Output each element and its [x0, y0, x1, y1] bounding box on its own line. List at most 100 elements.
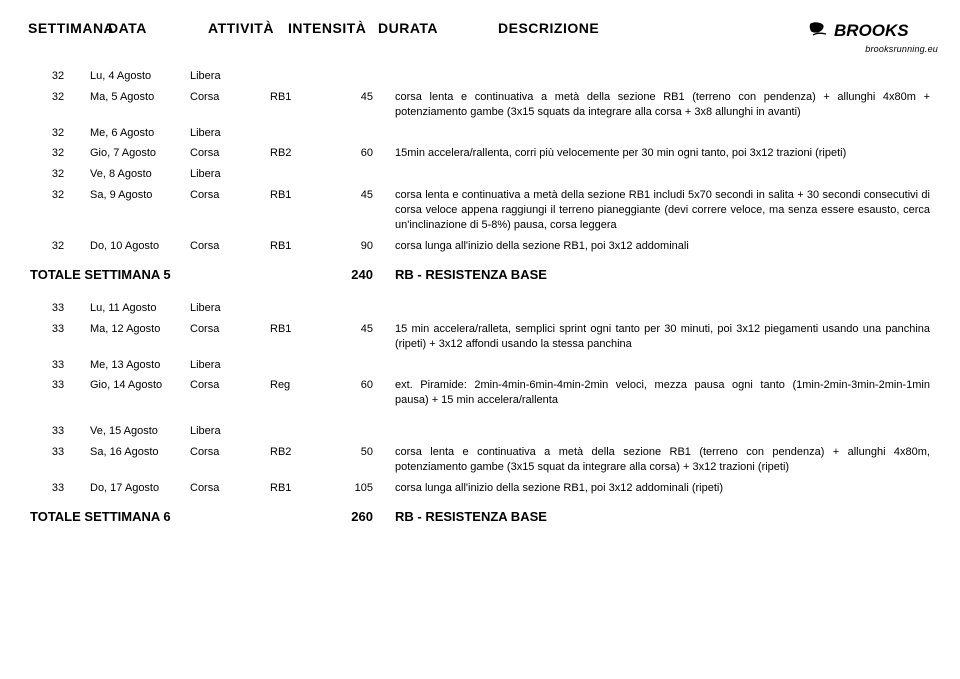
cell-week: 33 — [28, 319, 88, 355]
cell-intensity: RB2 — [268, 143, 338, 164]
cell-activity: Corsa — [188, 442, 268, 478]
cell-date: Sa, 9 Agosto — [88, 185, 188, 236]
cell-activity: Corsa — [188, 87, 268, 123]
cell-week: 33 — [28, 478, 88, 499]
cell-date: Ma, 5 Agosto — [88, 87, 188, 123]
summary-desc: RB - RESISTENZA BASE — [393, 256, 932, 298]
cell-description: 15min accelera/rallenta, corri più veloc… — [393, 143, 932, 164]
cell-date: Do, 10 Agosto — [88, 236, 188, 257]
training-table: 32Lu, 4 AgostoLibera32Ma, 5 AgostoCorsaR… — [28, 66, 932, 540]
table-row: 32Me, 6 AgostoLibera — [28, 123, 932, 144]
cell-week: 33 — [28, 298, 88, 319]
cell-intensity: RB1 — [268, 319, 338, 355]
cell-activity: Corsa — [188, 375, 268, 411]
cell-activity: Libera — [188, 355, 268, 376]
cell-week: 33 — [28, 442, 88, 478]
cell-week: 32 — [28, 66, 88, 87]
cell-duration: 45 — [338, 87, 393, 123]
cell-week: 32 — [28, 185, 88, 236]
table-row: 32Do, 10 AgostoCorsaRB190corsa lunga all… — [28, 236, 932, 257]
cell-date: Gio, 14 Agosto — [88, 375, 188, 411]
cell-duration: 90 — [338, 236, 393, 257]
cell-date: Sa, 16 Agosto — [88, 442, 188, 478]
cell-description — [393, 355, 932, 376]
cell-duration: 45 — [338, 185, 393, 236]
summary-row: TOTALE SETTIMANA 5 240 RB - RESISTENZA B… — [28, 256, 932, 298]
cell-description: corsa lenta e continuativa a metà della … — [393, 442, 932, 478]
cell-activity: Corsa — [188, 143, 268, 164]
cell-activity: Corsa — [188, 319, 268, 355]
cell-week: 32 — [28, 143, 88, 164]
summary-desc: RB - RESISTENZA BASE — [393, 498, 932, 540]
summary-label: TOTALE SETTIMANA 5 — [28, 256, 268, 298]
cell-duration: 50 — [338, 442, 393, 478]
brooks-logo-icon: BROOKS — [808, 20, 938, 40]
cell-activity: Libera — [188, 298, 268, 319]
cell-description: ext. Piramide: 2min-4min-6min-4min-2min … — [393, 375, 932, 411]
cell-activity: Libera — [188, 164, 268, 185]
cell-description — [393, 298, 932, 319]
table-row: 33Gio, 14 AgostoCorsaReg60ext. Piramide:… — [28, 375, 932, 411]
cell-description: corsa lenta e continuativa a metà della … — [393, 87, 932, 123]
cell-activity: Libera — [188, 123, 268, 144]
cell-week: 33 — [28, 355, 88, 376]
cell-week: 33 — [28, 375, 88, 411]
cell-activity: Libera — [188, 66, 268, 87]
summary-duration: 240 — [338, 256, 393, 298]
cell-duration — [338, 421, 393, 442]
cell-date: Ve, 8 Agosto — [88, 164, 188, 185]
cell-duration: 60 — [338, 143, 393, 164]
col-intensita: INTENSITÀ — [288, 20, 378, 36]
header-row: SETTIMANA DATA ATTIVITÀ INTENSITÀ DURATA… — [28, 20, 932, 54]
table-row: 33Do, 17 AgostoCorsaRB1105corsa lunga al… — [28, 478, 932, 499]
cell-date: Ma, 12 Agosto — [88, 319, 188, 355]
col-data: DATA — [108, 20, 208, 36]
table-row: 32Sa, 9 AgostoCorsaRB145corsa lenta e co… — [28, 185, 932, 236]
cell-date: Ve, 15 Agosto — [88, 421, 188, 442]
table-row: 32Gio, 7 AgostoCorsaRB26015min accelera/… — [28, 143, 932, 164]
table-row: 32Ve, 8 AgostoLibera — [28, 164, 932, 185]
brand-url: brooksrunning.eu — [808, 44, 938, 54]
cell-intensity — [268, 66, 338, 87]
cell-intensity — [268, 298, 338, 319]
cell-intensity — [268, 355, 338, 376]
cell-intensity — [268, 123, 338, 144]
cell-date: Lu, 4 Agosto — [88, 66, 188, 87]
svg-text:BROOKS: BROOKS — [834, 21, 909, 40]
brand-logo: BROOKS brooksrunning.eu — [808, 20, 938, 54]
cell-description — [393, 66, 932, 87]
col-settimana: SETTIMANA — [28, 20, 108, 36]
col-durata: DURATA — [378, 20, 448, 36]
cell-date: Me, 6 Agosto — [88, 123, 188, 144]
summary-row: TOTALE SETTIMANA 6 260 RB - RESISTENZA B… — [28, 498, 932, 540]
cell-intensity — [268, 421, 338, 442]
cell-week: 32 — [28, 123, 88, 144]
cell-duration — [338, 123, 393, 144]
col-attivita: ATTIVITÀ — [208, 20, 288, 36]
cell-date: Me, 13 Agosto — [88, 355, 188, 376]
table-row: 32Ma, 5 AgostoCorsaRB145corsa lenta e co… — [28, 87, 932, 123]
cell-intensity — [268, 164, 338, 185]
cell-duration — [338, 164, 393, 185]
cell-description: corsa lunga all'inizio della sezione RB1… — [393, 478, 932, 499]
cell-activity: Corsa — [188, 236, 268, 257]
cell-intensity: RB1 — [268, 236, 338, 257]
cell-week: 33 — [28, 421, 88, 442]
cell-date: Gio, 7 Agosto — [88, 143, 188, 164]
cell-week: 32 — [28, 236, 88, 257]
cell-date: Do, 17 Agosto — [88, 478, 188, 499]
table-row: 33Lu, 11 AgostoLibera — [28, 298, 932, 319]
table-row: 33Sa, 16 AgostoCorsaRB250corsa lenta e c… — [28, 442, 932, 478]
summary-label: TOTALE SETTIMANA 6 — [28, 498, 268, 540]
cell-week: 32 — [28, 87, 88, 123]
cell-intensity: RB1 — [268, 185, 338, 236]
cell-description — [393, 164, 932, 185]
cell-activity: Corsa — [188, 185, 268, 236]
cell-description: corsa lenta e continuativa a metà della … — [393, 185, 932, 236]
cell-activity: Libera — [188, 421, 268, 442]
column-headers: SETTIMANA DATA ATTIVITÀ INTENSITÀ DURATA… — [28, 20, 808, 36]
cell-duration: 105 — [338, 478, 393, 499]
cell-duration — [338, 66, 393, 87]
cell-week: 32 — [28, 164, 88, 185]
cell-duration — [338, 355, 393, 376]
